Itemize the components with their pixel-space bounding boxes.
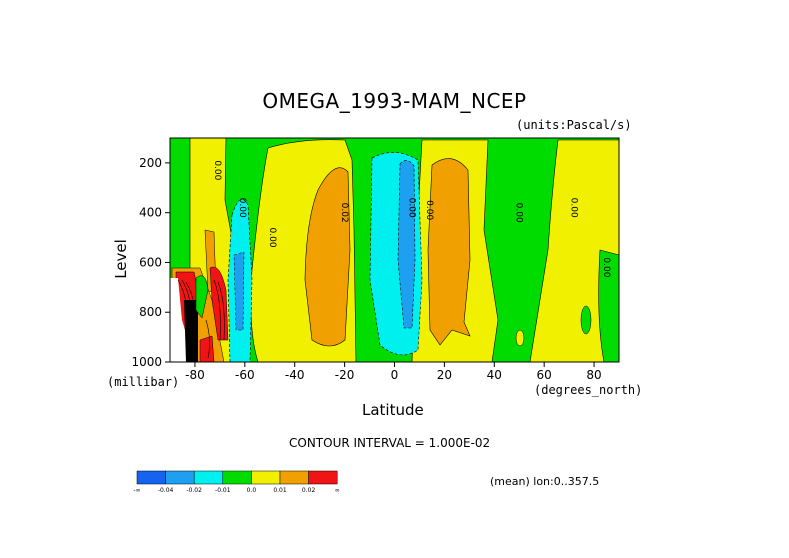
region-north-green-tongue xyxy=(598,249,619,362)
colorbar-label: 0.0 xyxy=(247,487,257,494)
colorbar-label: 0.02 xyxy=(302,487,316,494)
colorbar-label: -0.04 xyxy=(158,487,174,494)
region-south-orange xyxy=(304,167,351,347)
colorbar-swatch xyxy=(308,470,338,485)
y-axis-unit: (millibar) xyxy=(107,375,180,389)
region-north-orange xyxy=(427,158,471,346)
contour-label: 0.00 xyxy=(569,198,579,218)
colorbar-swatch xyxy=(251,470,281,485)
axis-ticks: -80 -60 -40 -20 0 20 40 60 80 200 400 600 800 1000 xyxy=(131,156,601,382)
x-tick-label: -80 xyxy=(185,368,205,382)
x-tick-label: 80 xyxy=(586,368,601,382)
colorbar-swatch xyxy=(222,470,252,485)
x-axis-unit: (degrees_north) xyxy=(534,383,643,397)
contour-label: 0.00 xyxy=(406,198,416,218)
mean-longitude-text: (mean) lon:0..357.5 xyxy=(490,475,600,488)
region-polar-black xyxy=(184,300,198,362)
units-label: (units:Pascal/s) xyxy=(516,118,632,132)
contour-label: 0.00 xyxy=(424,200,434,220)
region-polar-green-patch xyxy=(195,275,209,319)
colorbar-swatch xyxy=(136,470,166,485)
region-yellow-patch-small xyxy=(515,329,525,347)
colorbar-swatch xyxy=(279,470,309,485)
x-tick-label: 40 xyxy=(487,368,502,382)
colorbar-label: -∞ xyxy=(133,487,140,494)
colorbar-swatch xyxy=(165,470,195,485)
region-red-bottom xyxy=(199,335,215,362)
region-equatorial-blue xyxy=(397,160,416,329)
region-south-blue xyxy=(233,251,245,331)
colorbar: -∞ -0.04 -0.02 -0.01 0.0 0.01 0.02 ∞ xyxy=(133,470,340,494)
chart-title: OMEGA_1993-MAM_NCEP xyxy=(262,89,527,113)
contour-label: 0.00 xyxy=(601,257,611,277)
contour-label: 0.02 xyxy=(339,203,349,223)
x-tick-label: -60 xyxy=(235,368,255,382)
contour-label: 0.00 xyxy=(267,228,277,248)
contour-label: 0.00 xyxy=(514,203,524,223)
region-red-column xyxy=(209,266,229,341)
y-tick-label: 800 xyxy=(139,305,162,319)
y-tick-label: 1000 xyxy=(131,355,162,369)
colorbar-label: ∞ xyxy=(335,487,340,494)
y-tick-label: 200 xyxy=(139,156,162,170)
x-tick-label: -40 xyxy=(285,368,305,382)
contour-label: 0.00 xyxy=(212,160,222,180)
x-axis-label: Latitude xyxy=(362,401,424,419)
region-yellow-patch xyxy=(580,305,592,335)
y-tick-label: 400 xyxy=(139,206,162,220)
colorbar-swatch xyxy=(193,470,224,485)
x-tick-label: 60 xyxy=(537,368,552,382)
y-tick-label: 600 xyxy=(139,255,162,269)
colorbar-label: -0.02 xyxy=(186,487,202,494)
contour-label: 0.00 xyxy=(237,198,247,218)
x-tick-label: 20 xyxy=(437,368,452,382)
region-north-high-lat-yellow xyxy=(529,139,619,362)
x-tick-label: -20 xyxy=(335,368,355,382)
colorbar-label: -0.01 xyxy=(215,487,231,494)
contour-labels: 0.00 0.00 0.00 0.02 0.00 0.00 0.00 0.00 0.00 xyxy=(212,160,611,277)
colorbar-label: 0.01 xyxy=(273,487,287,494)
contour-interval-text: CONTOUR INTERVAL = 1.000E-02 xyxy=(289,436,491,450)
x-tick-label: 0 xyxy=(391,368,399,382)
region-polar-white xyxy=(170,278,188,362)
